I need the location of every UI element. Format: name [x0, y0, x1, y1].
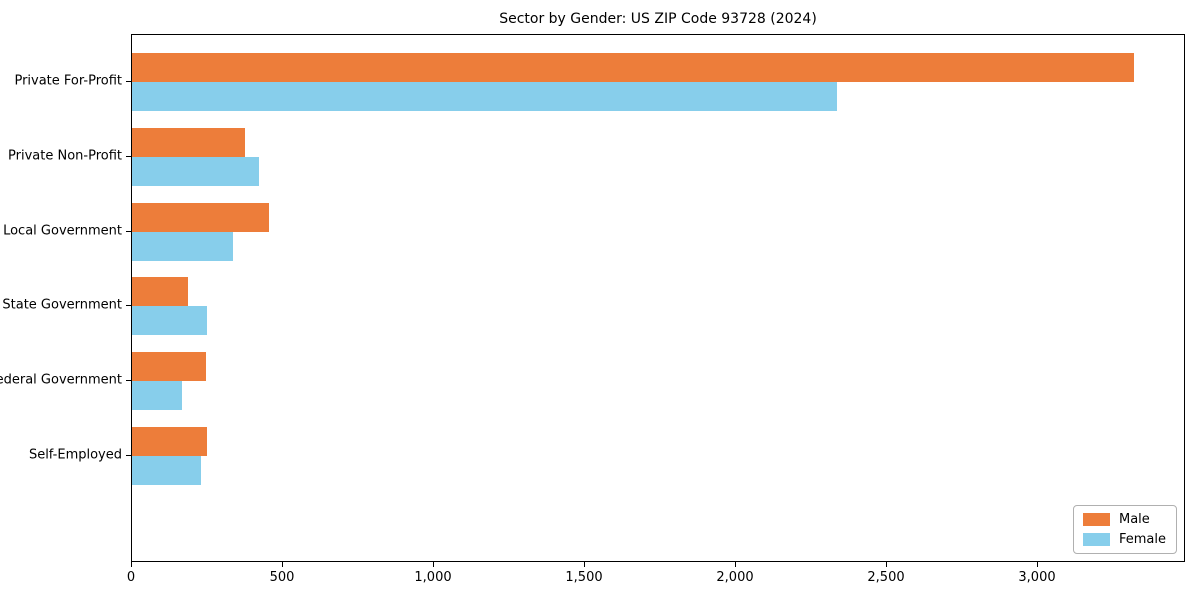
y-tick-mark	[126, 380, 131, 381]
bar-female-self-employed	[132, 456, 202, 485]
y-tick-mark	[126, 156, 131, 157]
legend: Male Female	[1072, 505, 1177, 554]
bar-female-private-non-profit	[132, 157, 259, 186]
y-tick-label-local-government: Local Government	[3, 223, 122, 239]
legend-swatch-female	[1082, 533, 1110, 546]
x-tick-label-0: 0	[126, 570, 136, 585]
y-tick-label-state-government: State Government	[2, 297, 122, 313]
y-tick-mark	[126, 81, 131, 82]
legend-entry-female: Female	[1082, 532, 1166, 547]
bar-female-local-government	[132, 232, 233, 261]
plot-area: Male Female	[131, 34, 1185, 562]
y-tick-mark	[126, 455, 131, 456]
bar-male-local-government	[132, 203, 270, 232]
y-tick-label-private-non-profit: Private Non-Profit	[8, 148, 122, 164]
x-tick-mark	[735, 562, 736, 567]
x-tick-label-2000: 2,000	[716, 570, 754, 585]
x-tick-label-500: 500	[269, 570, 295, 585]
bar-male-state-government	[132, 277, 188, 306]
y-tick-label-private-for-profit: Private For-Profit	[14, 73, 122, 89]
legend-label-female: Female	[1118, 532, 1166, 547]
x-tick-mark	[282, 562, 283, 567]
y-tick-label-self-employed: Self-Employed	[28, 447, 122, 463]
legend-swatch-male	[1082, 513, 1110, 526]
y-tick-label-federal-government: Federal Government	[0, 372, 122, 388]
chart-title: Sector by Gender: US ZIP Code 93728 (202…	[499, 11, 817, 27]
x-tick-mark	[433, 562, 434, 567]
bar-male-federal-government	[132, 352, 206, 381]
y-tick-mark	[126, 231, 131, 232]
x-tick-label-3000: 3,000	[1018, 570, 1056, 585]
bar-female-federal-government	[132, 381, 182, 410]
bar-female-state-government	[132, 306, 208, 335]
legend-entry-male: Male	[1082, 512, 1166, 527]
y-tick-mark	[126, 305, 131, 306]
legend-label-male: Male	[1118, 512, 1150, 527]
bar-male-private-for-profit	[132, 53, 1135, 82]
x-tick-mark	[1037, 562, 1038, 567]
bar-male-private-non-profit	[132, 128, 246, 157]
x-tick-mark	[886, 562, 887, 567]
bar-male-self-employed	[132, 427, 208, 456]
bar-female-private-for-profit	[132, 82, 838, 111]
x-tick-label-1000: 1,000	[414, 570, 452, 585]
x-tick-mark	[131, 562, 132, 567]
x-tick-mark	[584, 562, 585, 567]
x-tick-label-2500: 2,500	[867, 570, 905, 585]
x-tick-label-1500: 1,500	[565, 570, 603, 585]
